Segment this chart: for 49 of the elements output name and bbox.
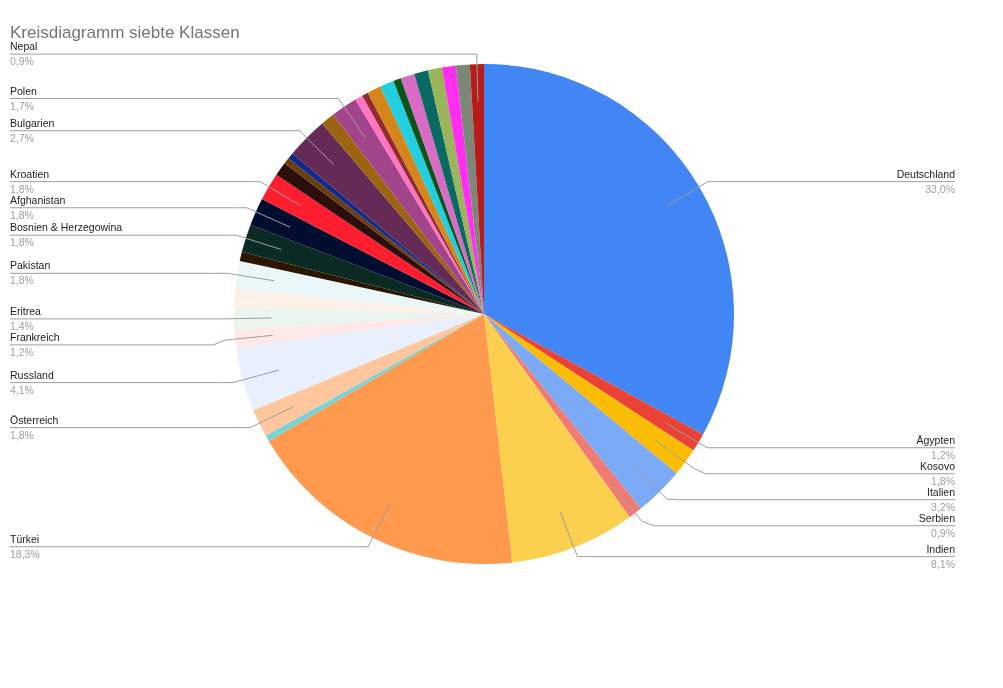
pie-slice [441,65,484,314]
data-label: 33,0% [925,182,955,195]
slice-label: Kroatien [10,167,50,180]
pie-slice [484,314,677,509]
slice-label: Bosnien & Herzegowina [10,221,123,234]
pie-slice [484,64,734,435]
slice-label: Russland [10,368,54,381]
pie-slice [484,314,694,474]
slice-label: Deutschland [896,167,956,180]
data-label: 1,8% [10,182,34,195]
slice-label: Österreich [10,413,59,426]
data-label: 0,9% [931,526,955,539]
data-label: 1,7% [10,99,34,112]
pie-slice [250,199,484,314]
slice-label: Türkei [10,532,40,545]
data-label: 1,8% [10,236,34,249]
slice-label: Italien [926,485,956,498]
pie-slice [484,314,630,563]
slice-label: Pakistan [10,259,51,272]
pie-slice [292,123,484,314]
slice-label: Indien [926,542,956,555]
data-label: 0,9% [10,55,34,68]
data-label: 2,7% [10,131,34,144]
pie-slice [268,314,513,564]
data-label: 18,3% [10,547,40,560]
data-label: 1,4% [10,319,34,332]
data-label: 1,8% [10,208,34,221]
data-label: 1,8% [10,428,34,441]
slice-label: Eritrea [10,304,42,317]
pie-slice [484,314,704,451]
pie-slice [427,67,484,314]
data-label: 8,1% [931,557,955,570]
slice-label: Ägypten [916,433,956,446]
slice-label: Bulgarien [10,116,55,129]
data-label: 1,8% [10,274,34,287]
data-label: 1,2% [10,345,34,358]
data-label: 1,2% [931,448,955,461]
slice-label: Kosovo [919,459,956,472]
slice-label: Serbien [918,511,956,524]
data-label: 4,1% [10,383,34,396]
pie-slice [484,314,641,518]
chart-title: Kreisdiagramm siebte Klassen [10,23,240,42]
slice-label: Afghanistan [10,193,66,206]
data-label: 3,2% [931,500,955,513]
slice-label: Polen [10,84,38,97]
slice-label: Frankreich [10,330,60,343]
pie-slice [241,224,484,314]
slice-label: Nepal [10,40,38,53]
data-label: 1,8% [931,474,955,487]
